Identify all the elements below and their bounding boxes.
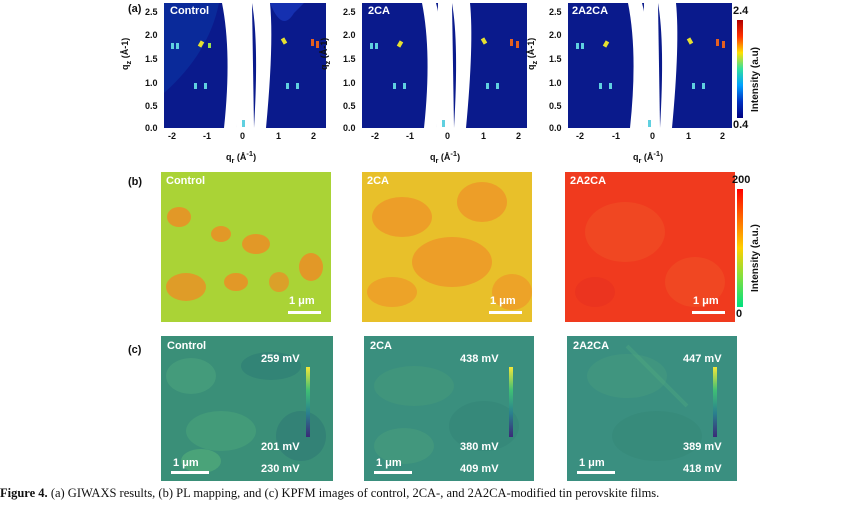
pl-map-2a2ca: 2A2CA 1 μm (565, 172, 735, 322)
y-tick: 2.5 (343, 7, 356, 17)
giwaxs-colorbar-label: Intensity (a.u) (750, 46, 761, 112)
giwaxs-title-control: Control (170, 5, 210, 17)
panel-c-letter: (c) (128, 344, 142, 356)
y-tick: 2.0 (145, 30, 158, 40)
kpfm-scalebar-text: 1 μm (579, 457, 605, 469)
giwaxs-x-axis-title-2: qr (Å-1) (430, 149, 461, 165)
x-tick: 1 (686, 131, 692, 141)
y-tick: 0.5 (145, 101, 158, 111)
pl-scalebar (692, 311, 725, 314)
pl-map-2ca: 2CA 1 μm (362, 172, 532, 322)
x-tick: -2 (168, 131, 177, 141)
giwaxs-title-2a2ca: 2A2CA (572, 5, 609, 17)
y-tick: 0.0 (343, 123, 356, 133)
kpfm-value-2ca: 409 mV (460, 463, 499, 475)
x-tick: -1 (612, 131, 621, 141)
giwaxs-colorbar-gradient (737, 20, 743, 118)
pl-colorbar-label: Intensity (a.u.) (750, 224, 761, 292)
kpfm-scalebar (577, 471, 615, 474)
kpfm-colorbar-control (306, 367, 310, 437)
giwaxs-colorbar-min: 0.4 (733, 119, 749, 131)
giwaxs-title-2ca: 2CA (368, 5, 391, 17)
y-tick: 0.0 (145, 123, 158, 133)
kpfm-colorbar-2ca (509, 367, 513, 437)
x-tick: 2 (516, 131, 522, 141)
y-tick: 2.5 (549, 7, 562, 17)
kpfm-scalebar-text: 1 μm (173, 457, 199, 469)
kpfm-max-2a2ca: 447 mV (683, 353, 722, 365)
y-tick: 0.5 (343, 101, 356, 111)
pl-title-2a2ca: 2A2CA (570, 175, 607, 187)
x-tick: 2 (311, 131, 317, 141)
pl-colorbar-gradient (737, 189, 743, 307)
giwaxs-image-control (164, 3, 326, 128)
kpfm-min-2ca: 380 mV (460, 441, 499, 453)
giwaxs-y-axis-title-1: qz (Å-1) (120, 37, 133, 70)
pl-scalebar (288, 311, 321, 314)
x-tick: -2 (371, 131, 380, 141)
kpfm-max-control: 259 mV (261, 353, 300, 365)
giwaxs-y-axis-title-2: qz (Å-1) (319, 37, 332, 70)
pl-colorbar-max: 200 (732, 174, 751, 186)
giwaxs-x-axis-title-1: qr (Å-1) (226, 149, 257, 165)
pl-title-2ca: 2CA (367, 175, 390, 187)
x-tick: 0 (240, 131, 246, 141)
pl-scalebar-text: 1 μm (693, 295, 719, 307)
y-tick: 1.0 (549, 78, 562, 88)
x-tick: 2 (720, 131, 726, 141)
kpfm-max-2ca: 438 mV (460, 353, 499, 365)
kpfm-scalebar-text: 1 μm (376, 457, 402, 469)
kpfm-title-2a2ca: 2A2CA (573, 340, 610, 352)
y-tick: 1.5 (343, 54, 356, 64)
kpfm-title-control: Control (167, 340, 207, 352)
y-tick: 2.0 (549, 30, 562, 40)
x-tick: -2 (576, 131, 585, 141)
pl-title-control: Control (166, 175, 206, 187)
x-tick: 1 (276, 131, 282, 141)
kpfm-value-control: 230 mV (261, 463, 300, 475)
kpfm-min-control: 201 mV (261, 441, 300, 453)
y-tick: 2.5 (145, 7, 158, 17)
x-tick: -1 (203, 131, 212, 141)
pl-scalebar (489, 311, 522, 314)
y-tick: 0.5 (549, 101, 562, 111)
figure-caption: Figure 4. (a) GIWAXS results, (b) PL map… (0, 486, 865, 501)
kpfm-value-2a2ca: 418 mV (683, 463, 722, 475)
x-tick: -1 (406, 131, 415, 141)
y-tick: 1.0 (343, 78, 356, 88)
y-tick: 2.0 (343, 30, 356, 40)
kpfm-scalebar (374, 471, 412, 474)
kpfm-min-2a2ca: 389 mV (683, 441, 722, 453)
y-tick: 1.5 (145, 54, 158, 64)
pl-colorbar-min: 0 (736, 308, 743, 320)
giwaxs-y-axis-title-3: qz (Å-1) (526, 37, 539, 70)
y-tick: 1.5 (549, 54, 562, 64)
kpfm-colorbar-2a2ca (713, 367, 717, 437)
caption-label: Figure 4. (0, 486, 48, 500)
pl-scalebar-text: 1 μm (289, 295, 315, 307)
kpfm-scalebar (171, 471, 209, 474)
panel-a-letter: (a) (128, 3, 142, 15)
y-tick: 1.0 (145, 78, 158, 88)
giwaxs-colorbar-max: 2.4 (733, 5, 749, 17)
x-tick: 0 (650, 131, 656, 141)
kpfm-map-2a2ca: 2A2CA 447 mV 389 mV 418 mV 1 μm (567, 336, 737, 481)
x-tick: 0 (445, 131, 451, 141)
x-tick: 1 (481, 131, 487, 141)
pl-scalebar-text: 1 μm (490, 295, 516, 307)
giwaxs-image-2ca (362, 3, 527, 128)
kpfm-map-2ca: 2CA 438 mV 380 mV 409 mV 1 μm (364, 336, 534, 481)
kpfm-title-2ca: 2CA (370, 340, 393, 352)
y-tick: 0.0 (549, 123, 562, 133)
kpfm-map-control: Control 259 mV 201 mV 230 mV 1 μm (161, 336, 333, 481)
pl-map-control: Control 1 μm (161, 172, 331, 322)
panel-b-letter: (b) (128, 176, 143, 188)
giwaxs-x-axis-title-3: qr (Å-1) (633, 149, 664, 165)
giwaxs-image-2a2ca (568, 3, 732, 128)
caption-text: (a) GIWAXS results, (b) PL mapping, and … (47, 486, 660, 500)
